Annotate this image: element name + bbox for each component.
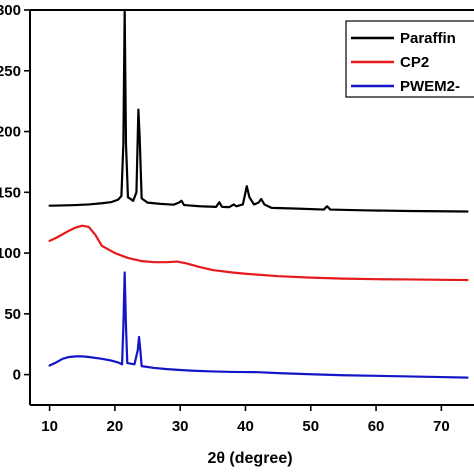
y-tick-label: 200 — [0, 124, 21, 141]
x-tick-label: 70 — [433, 418, 450, 435]
x-tick-label: 20 — [107, 418, 124, 435]
legend-label: PWEM2- — [400, 78, 460, 95]
y-ticks-layer: 0 50 100 150 200 250 300 — [0, 2, 30, 384]
x-tick-label: 30 — [172, 418, 189, 435]
x-axis-title: 2θ (degree) — [207, 450, 292, 467]
y-tick-label: 250 — [0, 63, 21, 80]
y-tick-label: 0 — [13, 367, 21, 384]
axes-layer — [29, 9, 474, 406]
y-tick-label: 300 — [0, 2, 21, 19]
legend-label: CP2 — [400, 54, 429, 71]
series-line-cp2 — [48, 224, 469, 282]
y-tick-label: 150 — [0, 184, 21, 201]
series-line-paraffin — [48, 8, 469, 213]
series-line-pwem2 — [48, 271, 469, 379]
series-layer — [48, 8, 469, 379]
y-tick-label: 100 — [0, 245, 21, 262]
x-tick-label: 40 — [237, 418, 254, 435]
x-tick-label: 60 — [368, 418, 385, 435]
x-tick-label: 10 — [41, 418, 58, 435]
legend: Paraffin CP2 PWEM2- — [345, 20, 474, 98]
legend-label: Paraffin — [400, 30, 456, 47]
x-tick-label: 50 — [302, 418, 319, 435]
legend-box — [345, 20, 474, 98]
x-ticks-layer: 10 20 30 40 50 60 70 — [41, 405, 450, 435]
y-tick-label: 50 — [4, 306, 21, 323]
legend-entries: Paraffin CP2 PWEM2- — [351, 30, 460, 95]
